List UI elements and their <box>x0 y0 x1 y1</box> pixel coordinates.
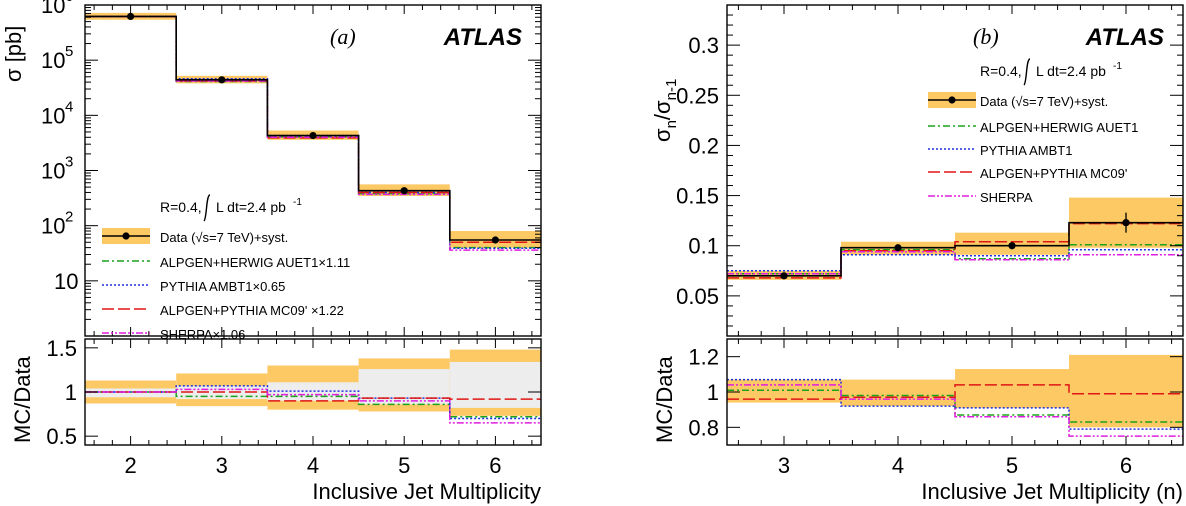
y-tick-label-exponent: 6 <box>65 0 73 5</box>
legend-entry-label: SHERPA <box>980 190 1033 205</box>
y-tick-label: 0.05 <box>676 284 719 309</box>
ratio-y-tick-label: 1.5 <box>46 336 77 361</box>
ratio-y-tick-label: 0.8 <box>688 415 719 440</box>
ratio-line-pythia <box>85 385 541 420</box>
y-tick-label: 0.2 <box>688 133 719 158</box>
ratio-y-tick-label: 0.5 <box>46 424 77 449</box>
ratio-inner-band-box <box>358 369 450 405</box>
legend-header-superscript: -1 <box>1113 61 1122 72</box>
legend-data-label: Data (√s=7 TeV)+syst. <box>160 230 288 245</box>
legend-header-superscript: -1 <box>293 197 302 208</box>
legend-entry-label: PYTHIA AMBT1×0.65 <box>160 279 285 294</box>
y-tick-label: 10 <box>41 214 65 239</box>
legend-header-left: R=0.4, <box>160 199 202 215</box>
legend-swatch-point <box>948 96 956 104</box>
x-tick-label: 6 <box>489 453 501 478</box>
legend-data-label: Data (√s=7 TeV)+syst. <box>980 94 1108 109</box>
data-point <box>1122 219 1130 227</box>
legend-entry-label: ALPGEN+PYTHIA MC09' <box>980 166 1127 181</box>
data-point <box>309 131 317 140</box>
ratio-line-sherpa <box>85 388 541 424</box>
y-tick-label: 10 <box>41 48 65 73</box>
x-tick-label: 5 <box>398 453 410 478</box>
y-tick-label: 0.25 <box>676 83 719 108</box>
ratio-inner-band-box <box>449 361 541 408</box>
y-axis-label-part: σ <box>650 128 675 142</box>
atlas-label: ATLAS <box>1085 24 1164 51</box>
x-tick-label: 4 <box>892 453 904 478</box>
ratio-inner-band-box <box>85 388 177 398</box>
x-axis-label: Inclusive Jet Multiplicity (n) <box>921 479 1183 504</box>
panel-b: 0.05 0.1 0.15 0.2 0.25 0.3 0.8 1 1.2 3 4 5 6Inclusiv… <box>650 4 1184 504</box>
legend-header-right: L dt=2.4 pb <box>216 199 286 215</box>
x-tick-label: 5 <box>1006 453 1018 478</box>
y-tick-label: 0.3 <box>688 33 719 58</box>
y-tick-label: 10 <box>54 269 78 294</box>
y-tick-label: 0.15 <box>676 184 719 209</box>
y-tick-label: 10 <box>41 103 65 128</box>
ratio-y-axis-label: MC/Data <box>652 355 677 443</box>
y-axis-label-part: n-1 <box>663 79 680 101</box>
ratio-y-axis-label: MC/Data <box>10 355 35 443</box>
y-tick-label-exponent: 5 <box>65 43 73 60</box>
legend: R=0.4, L dt=2.4 pb -1 Data (√s=7 TeV)+syst.… <box>102 194 350 342</box>
ratio-y-tick-label: 1 <box>65 380 77 405</box>
y-axis-label: σn/σn-1 <box>650 79 680 142</box>
legend-entry-label: ALPGEN+HERWIG AUET1×1.11 <box>160 255 350 270</box>
y-axis-label-part: /σ <box>650 100 675 120</box>
data-point <box>780 272 788 280</box>
ratio-band-box <box>841 379 955 407</box>
ratio-band-box <box>955 369 1069 408</box>
integral-sign <box>1023 58 1031 86</box>
legend-header-right: L dt=2.4 pb <box>1036 63 1106 79</box>
x-axis-label: Inclusive Jet Multiplicity <box>312 479 541 504</box>
main-frame <box>84 4 542 337</box>
legend-header-left: R=0.4, <box>980 63 1022 79</box>
data-point <box>127 12 135 21</box>
y-tick-label-exponent: 3 <box>65 154 73 171</box>
ratio-y-tick-label: 1.2 <box>688 345 719 370</box>
ratio-band-box <box>1069 354 1183 428</box>
x-tick-label: 4 <box>307 453 319 478</box>
integral-sign <box>203 194 211 222</box>
y-tick-label: 0.1 <box>688 234 719 259</box>
ratio-y-tick-label: 1 <box>707 380 719 405</box>
data-point <box>400 187 408 195</box>
ratio-line-alpgen_pythia <box>85 391 541 402</box>
ratio-line-sherpa <box>727 384 1183 437</box>
mc-line-sherpa <box>727 250 1183 275</box>
data-point <box>218 76 226 84</box>
ratio-inner-band-box <box>267 382 359 401</box>
panel-tag: (b) <box>973 24 999 49</box>
x-tick-label: 2 <box>124 453 136 478</box>
data-point <box>491 236 499 244</box>
x-tick-label: 3 <box>778 453 790 478</box>
y-tick-label-exponent: 4 <box>65 98 73 115</box>
legend-entry-label: ALPGEN+HERWIG AUET1 <box>980 120 1138 135</box>
legend-swatch-point <box>122 232 130 240</box>
y-axis-label: σ [pb] <box>1 26 26 82</box>
data-point <box>894 244 902 252</box>
data-point <box>1008 242 1016 250</box>
y-tick-label-exponent: 2 <box>65 209 73 226</box>
panel-tag: (a) <box>330 24 356 49</box>
legend-entry-label: PYTHIA AMBT1 <box>980 143 1072 158</box>
data-step-line <box>727 221 1183 277</box>
legend-entry-label: SHERPA×1.06 <box>160 327 245 342</box>
x-tick-label: 3 <box>216 453 228 478</box>
atlas-label: ATLAS <box>443 24 522 51</box>
y-tick-label: 10 <box>41 159 65 184</box>
x-tick-label: 6 <box>1120 453 1132 478</box>
y-tick-label: 10 <box>41 0 65 18</box>
legend-entry-label: ALPGEN+PYTHIA MC09' ×1.22 <box>160 303 344 318</box>
main-frame <box>726 4 1184 337</box>
y-axis-label-part: n <box>663 120 680 128</box>
legend: R=0.4, L dt=2.4 pb -1 Data (√s=7 TeV)+syst.… <box>928 58 1138 205</box>
